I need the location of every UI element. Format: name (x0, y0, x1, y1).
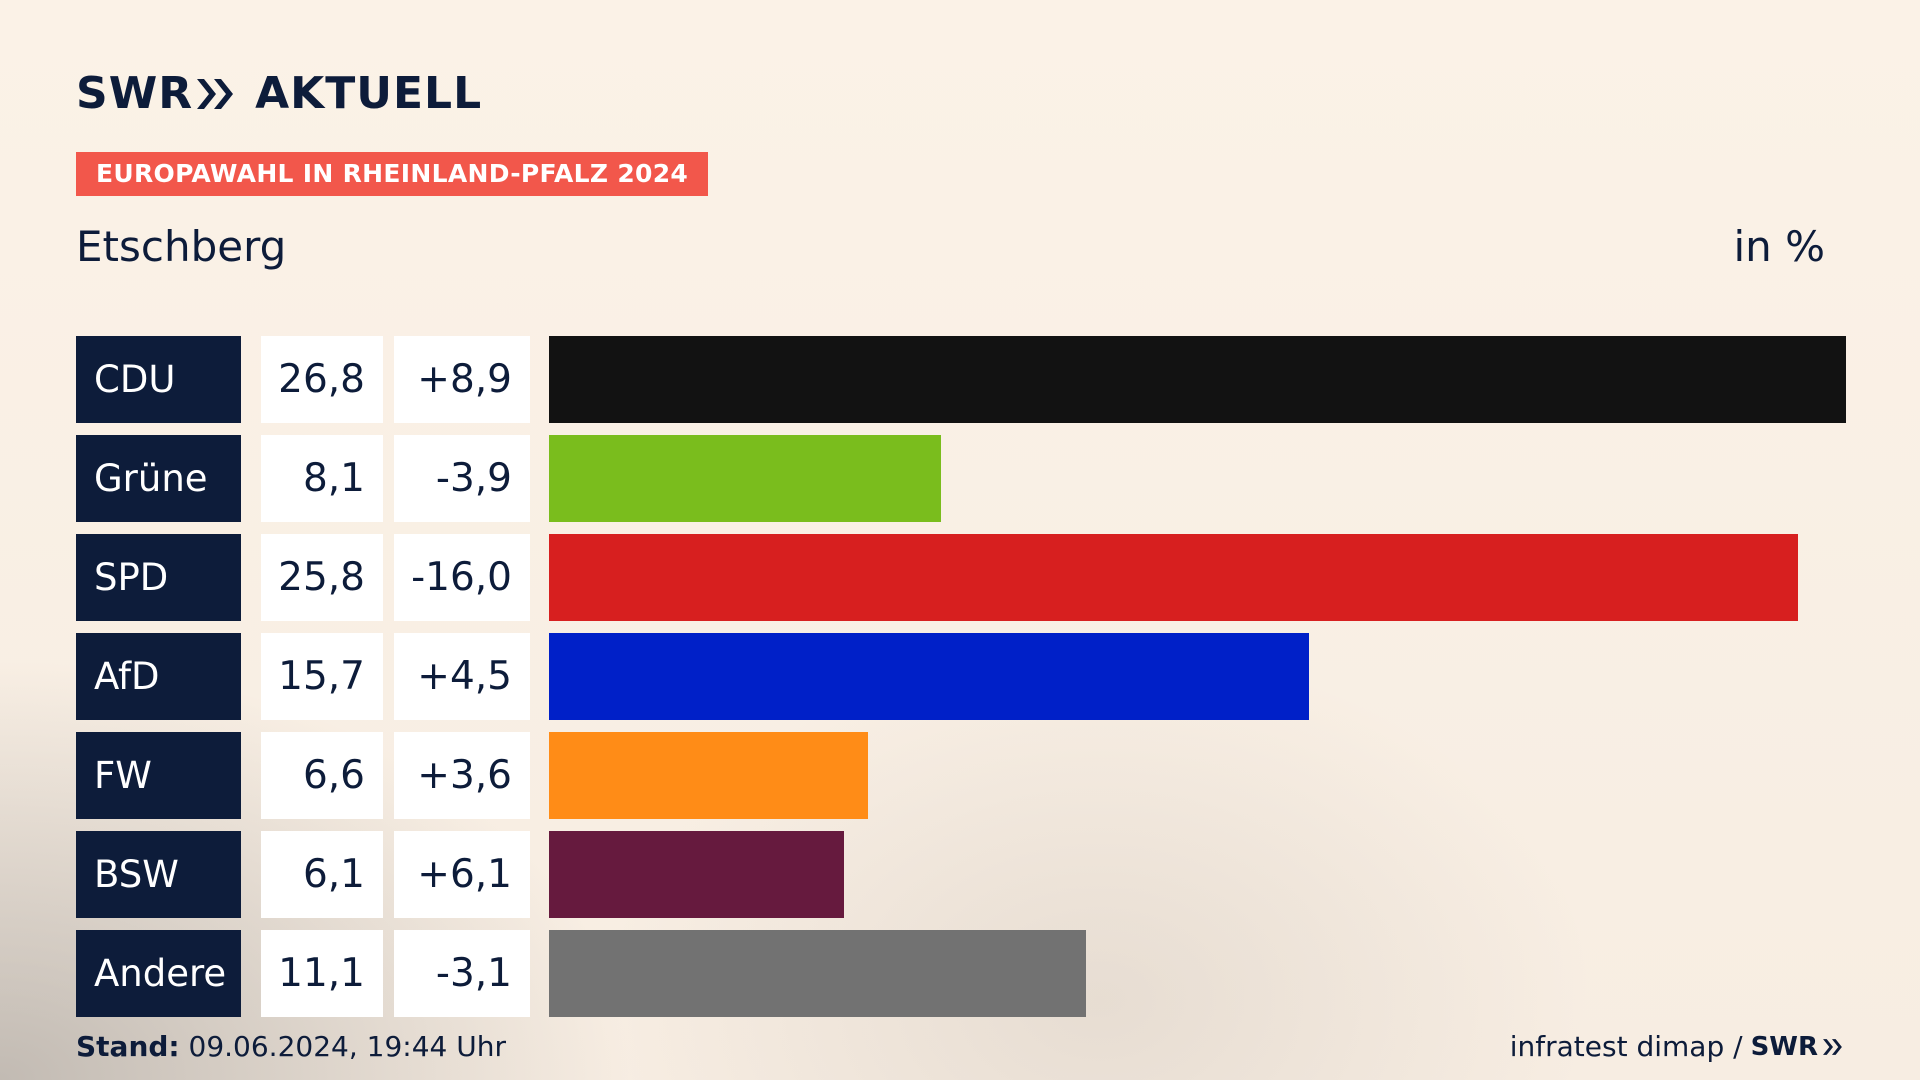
bar-track (549, 336, 1846, 423)
vote-change-value: -3,9 (394, 435, 530, 522)
unit-label: in % (1733, 222, 1825, 271)
vote-share-value: 6,1 (261, 831, 383, 918)
result-row: CDU 26,8 +8,9 (76, 336, 1846, 423)
result-row: SPD 25,8 -16,0 (76, 534, 1846, 621)
bar-track (549, 534, 1846, 621)
result-bar (549, 633, 1309, 720)
place-title: Etschberg (76, 222, 287, 271)
double-chevron-icon (197, 78, 234, 109)
party-label: Grüne (76, 435, 241, 522)
result-bar (549, 732, 868, 819)
party-label: CDU (76, 336, 241, 423)
vote-change-value: +3,6 (394, 732, 530, 819)
small-double-chevron-icon (1823, 1038, 1842, 1055)
bar-track (549, 435, 1846, 522)
timestamp: Stand: 09.06.2024, 19:44 Uhr (76, 1030, 506, 1063)
party-label: FW (76, 732, 241, 819)
result-row: AfD 15,7 +4,5 (76, 633, 1846, 720)
result-bar (549, 435, 941, 522)
party-label: SPD (76, 534, 241, 621)
bar-track (549, 831, 1846, 918)
result-bar (549, 831, 844, 918)
vote-share-value: 15,7 (261, 633, 383, 720)
result-bar (549, 336, 1846, 423)
bar-track (549, 930, 1846, 1017)
bar-track (549, 732, 1846, 819)
result-row: BSW 6,1 +6,1 (76, 831, 1846, 918)
vote-share-value: 11,1 (261, 930, 383, 1017)
source-credit: infratest dimap / SWR (1510, 1030, 1844, 1063)
vote-change-value: -16,0 (394, 534, 530, 621)
vote-change-value: -3,1 (394, 930, 530, 1017)
logo-aktuell-text: AKTUELL (255, 68, 483, 119)
source-text: infratest dimap / (1509, 1030, 1743, 1063)
vote-share-value: 8,1 (261, 435, 383, 522)
result-bar (549, 930, 1086, 1017)
party-label: AfD (76, 633, 241, 720)
vote-change-value: +6,1 (394, 831, 530, 918)
swr-aktuell-logo: SWR AKTUELL (76, 68, 482, 119)
result-row: Grüne 8,1 -3,9 (76, 435, 1846, 522)
stand-label: Stand: (76, 1030, 180, 1063)
stand-value: 09.06.2024, 19:44 Uhr (179, 1030, 506, 1063)
swr-small-logo: SWR (1751, 1032, 1844, 1062)
result-row: FW 6,6 +3,6 (76, 732, 1846, 819)
party-label: Andere (76, 930, 241, 1017)
result-bar (549, 534, 1798, 621)
swr-small-text: SWR (1750, 1031, 1818, 1062)
vote-share-value: 25,8 (261, 534, 383, 621)
logo-swr-text: SWR (76, 68, 194, 119)
vote-share-value: 26,8 (261, 336, 383, 423)
vote-share-value: 6,6 (261, 732, 383, 819)
vote-change-value: +4,5 (394, 633, 530, 720)
vote-change-value: +8,9 (394, 336, 530, 423)
party-label: BSW (76, 831, 241, 918)
election-badge: EUROPAWAHL IN RHEINLAND-PFALZ 2024 (76, 152, 709, 196)
result-row: Andere 11,1 -3,1 (76, 930, 1846, 1017)
bar-track (549, 633, 1846, 720)
